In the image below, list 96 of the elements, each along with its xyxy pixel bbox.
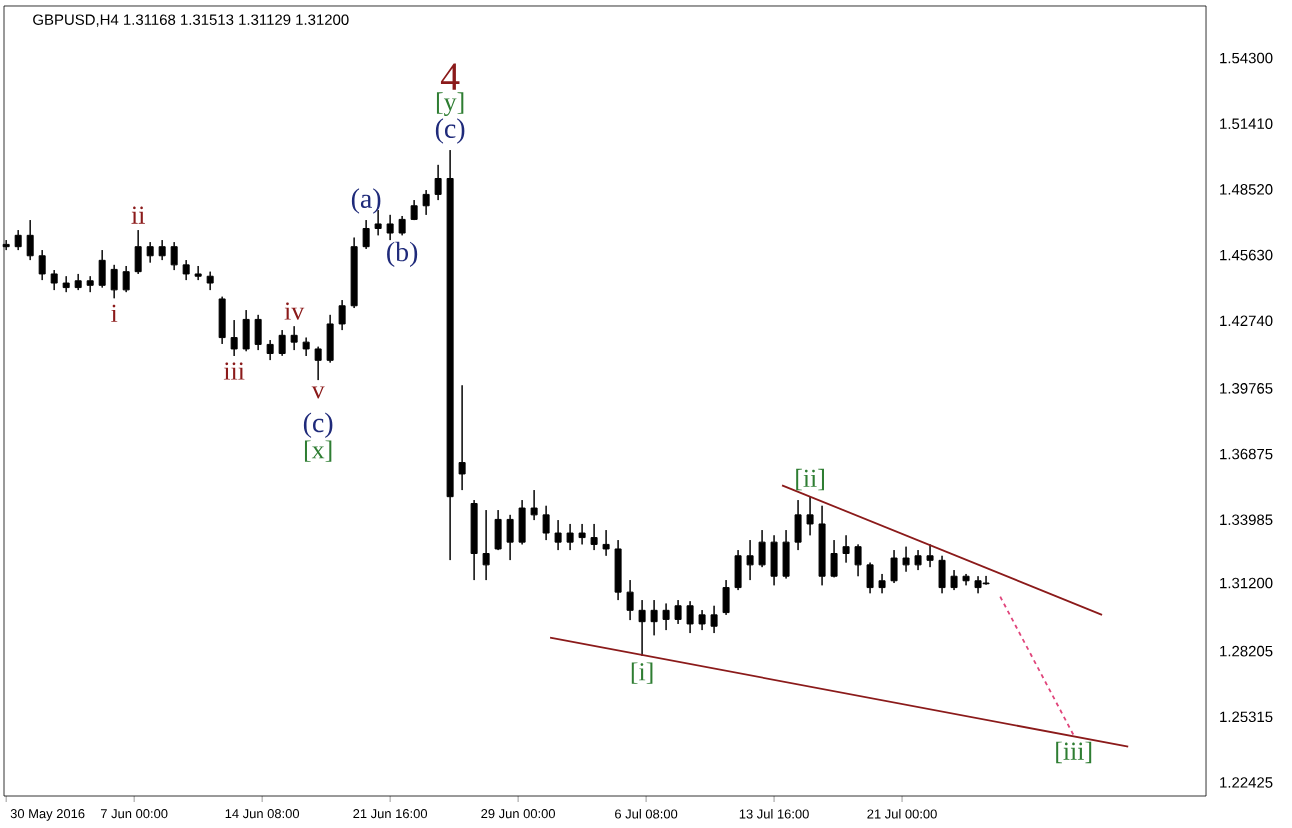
candlestick xyxy=(806,496,814,536)
candlestick xyxy=(566,523,574,551)
candlestick xyxy=(746,539,754,581)
candlestick xyxy=(578,523,586,545)
candlestick xyxy=(782,529,790,579)
candlestick xyxy=(890,549,898,584)
candlestick xyxy=(686,600,694,634)
candlestick xyxy=(974,575,982,594)
candlestick xyxy=(938,555,946,594)
candlestick xyxy=(230,319,238,357)
candlestick xyxy=(446,149,454,561)
candlestick xyxy=(650,599,658,636)
candlestick xyxy=(338,299,346,331)
candlestick xyxy=(146,241,154,264)
candlestick xyxy=(854,543,862,577)
annotation: [iii] xyxy=(1056,741,1092,764)
candlestick xyxy=(98,249,106,289)
candlestick xyxy=(398,215,406,236)
candlestick xyxy=(242,309,250,352)
candlestick xyxy=(626,579,634,621)
annotation: v xyxy=(311,386,325,399)
annotation: [y] xyxy=(436,92,464,116)
candlestick xyxy=(182,259,190,281)
candlestick xyxy=(830,539,838,578)
candlestick xyxy=(110,264,118,299)
candlestick xyxy=(494,509,502,551)
candlestick xyxy=(518,499,526,545)
candlestick xyxy=(206,271,214,291)
annotation: [x] xyxy=(304,440,332,462)
candlestick xyxy=(950,569,958,591)
candlestick xyxy=(362,219,370,250)
candlestick xyxy=(794,499,802,551)
candlestick xyxy=(674,599,682,625)
candlestick xyxy=(710,605,718,634)
candlestick xyxy=(614,539,622,601)
candlestick xyxy=(458,384,466,491)
candlestick xyxy=(638,599,646,657)
candlestick xyxy=(878,573,886,594)
candlestick xyxy=(590,523,598,551)
candlestick xyxy=(722,579,730,616)
candlestick xyxy=(982,575,990,586)
candlestick xyxy=(602,529,610,557)
candlestick xyxy=(926,543,934,568)
annotation: 4 xyxy=(440,63,460,90)
candlestick xyxy=(50,269,58,291)
annotation: (b) xyxy=(387,241,418,267)
candlestick xyxy=(770,534,778,586)
candlestick xyxy=(470,499,478,581)
candlestick xyxy=(698,609,706,631)
candlestick xyxy=(962,573,970,586)
candlestick xyxy=(302,337,310,357)
candlestick xyxy=(74,273,82,291)
candlestick xyxy=(218,296,226,345)
candlestick xyxy=(254,314,262,351)
candlestick xyxy=(542,505,550,541)
annotation: [ii] xyxy=(796,468,824,491)
annotation: iv xyxy=(284,302,305,320)
annotation: (a) xyxy=(351,188,381,214)
candlestick xyxy=(314,346,322,381)
candlestick xyxy=(506,514,514,561)
candlestick xyxy=(86,275,94,293)
candlestick xyxy=(122,265,130,293)
candlestick xyxy=(26,219,34,261)
candlestick xyxy=(758,529,766,568)
candlestick xyxy=(386,214,394,241)
candlestick xyxy=(290,325,298,351)
candlestick xyxy=(410,199,418,221)
candlestick xyxy=(350,237,358,309)
candlestick xyxy=(134,229,142,275)
candlestick xyxy=(866,562,874,594)
candlestick xyxy=(266,339,274,361)
candlestick xyxy=(530,489,538,521)
candlestick xyxy=(914,549,922,571)
candlestick xyxy=(170,241,178,271)
annotation: iii xyxy=(223,362,245,380)
candlestick xyxy=(482,509,490,581)
candlestick xyxy=(662,603,670,631)
annotation: ii xyxy=(131,206,145,224)
candlestick xyxy=(734,549,742,591)
candlestick xyxy=(422,189,430,216)
candlestick xyxy=(158,239,166,261)
candlestick xyxy=(62,275,70,293)
candlestick xyxy=(818,505,826,586)
candlestick xyxy=(278,329,286,357)
candlestick xyxy=(194,265,202,281)
candlestick xyxy=(902,546,910,573)
candlestick xyxy=(842,534,850,564)
annotation: i xyxy=(111,304,118,322)
candlestick xyxy=(14,229,22,251)
candlestick xyxy=(554,519,562,551)
candlestick xyxy=(434,164,442,201)
candlestick xyxy=(38,249,46,281)
candlestick xyxy=(326,314,334,364)
annotation: (c) xyxy=(303,412,333,438)
annotation: (c) xyxy=(435,118,465,144)
annotation: [i] xyxy=(631,662,653,684)
